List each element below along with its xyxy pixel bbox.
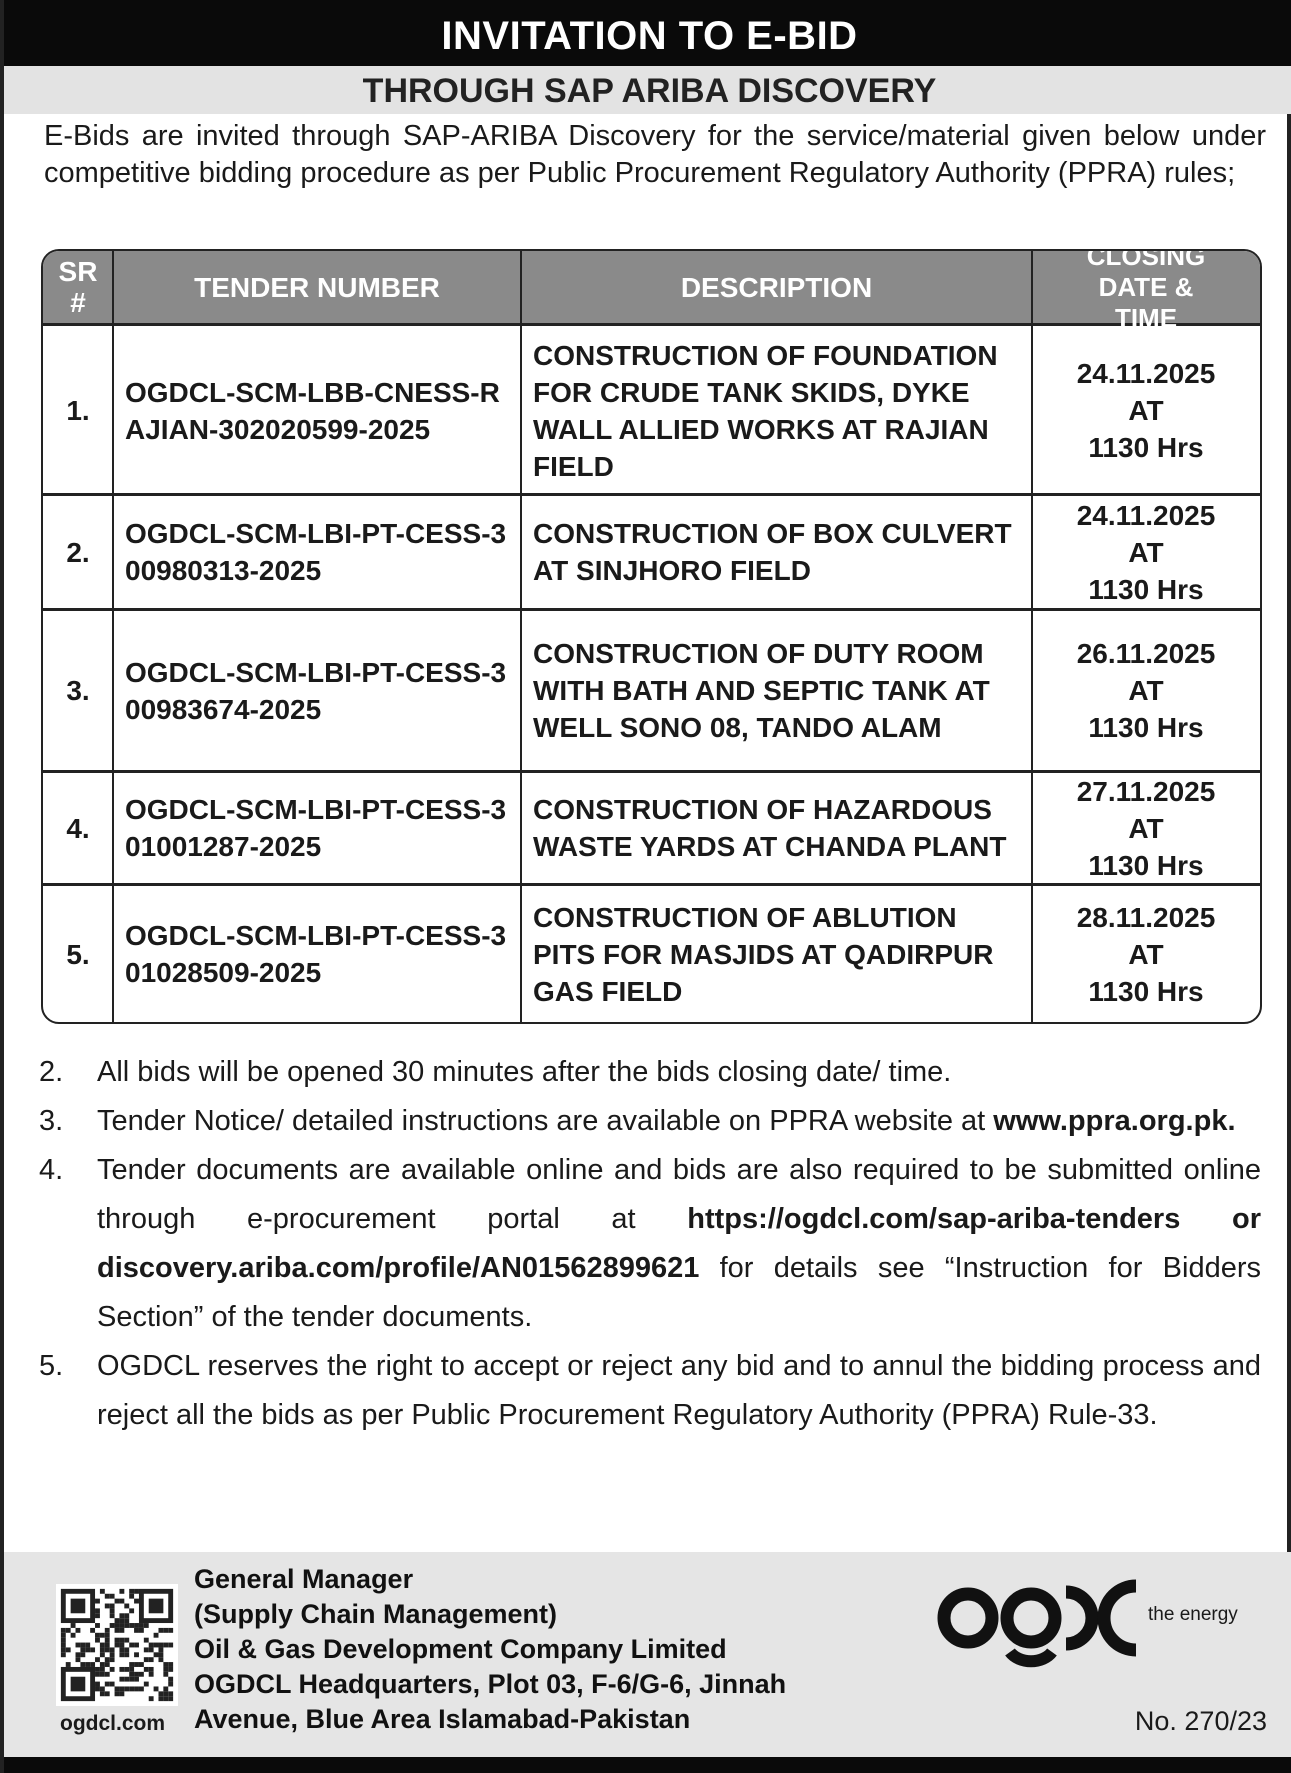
closing-date: 28.11.2025 <box>1076 901 1216 933</box>
note-link[interactable]: https://ogdcl.com/sap-ariba-tenders or d… <box>97 1203 1261 1284</box>
note-body: OGDCL reserves the right to accept or re… <box>97 1350 1261 1431</box>
column-divider <box>1031 251 1033 1022</box>
row-divider <box>43 608 1260 611</box>
note-body: Tender Notice/ detailed instructions are… <box>97 1105 994 1137</box>
row-description: CONSTRUCTION OF HAZARDOUS WASTE YARDS AT… <box>533 794 1007 862</box>
row-sr: 4. <box>66 812 90 844</box>
ogdc-logo: the energy <box>936 1574 1266 1674</box>
row-closing: 26.11.2025 AT 1130 Hrs <box>1032 611 1260 770</box>
page-subtitle: THROUGH SAP ARIBA DISCOVERY <box>4 66 1291 114</box>
note-number: 4. <box>39 1154 64 1186</box>
closing-date: 27.11.2025 <box>1076 775 1216 807</box>
row-sr: 2. <box>66 536 90 568</box>
note-link[interactable]: www.ppra.org.pk. <box>993 1105 1236 1137</box>
note-text: OGDCL reserves the right to accept or re… <box>97 1342 1261 1440</box>
row-tender-number: OGDCL-SCM-LBI-PT-CESS-301001287-2025 <box>125 794 507 862</box>
note-item: 3. Tender Notice/ detailed instructions a… <box>39 1097 1261 1146</box>
footer: ogdcl.com General Manager (Supply Chain M… <box>4 1552 1291 1757</box>
closing-date: 26.11.2025 <box>1076 638 1216 669</box>
note-body: Tender documents are available online an… <box>97 1154 1261 1235</box>
column-divider <box>520 251 522 1022</box>
row-tender-number: OGDCL-SCM-LBB-CNESS-RAJIAN-302020599-202… <box>125 376 500 445</box>
qr-code-icon <box>56 1584 178 1706</box>
table-header: SR # TENDER NUMBER DESCRIPTION CLOSING DATE… <box>43 249 1260 333</box>
note-text: All bids will be opened 30 minutes after… <box>97 1048 1261 1097</box>
row-divider <box>43 493 1260 496</box>
closing-at: AT <box>1128 536 1164 568</box>
column-header: DESCRIPTION <box>680 271 873 303</box>
note-number: 3. <box>39 1105 64 1137</box>
row-closing: 27.11.2025 AT 1130 Hrs <box>1032 773 1260 883</box>
row-description: CONSTRUCTION OF FOUNDATION FOR CRUDE TAN… <box>533 339 998 482</box>
address-line: Oil & Gas Development Company Limited <box>194 1634 727 1664</box>
row-tender-number: OGDCL-SCM-LBI-PT-CESS-300980313-2025 <box>125 518 507 586</box>
note-item: 2. All bids will be opened 30 minutes aft… <box>39 1048 1261 1097</box>
closing-at: AT <box>1128 812 1164 844</box>
closing-at: AT <box>1128 395 1164 426</box>
note-body: All bids will be opened 30 minutes after… <box>97 1056 952 1088</box>
row-tender-number: OGDCL-SCM-LBI-PT-CESS-300983674-2025 <box>125 656 507 725</box>
closing-at: AT <box>1128 675 1164 706</box>
footer-website: ogdcl.com <box>60 1712 166 1735</box>
note-number: 2. <box>39 1056 64 1088</box>
closing-at: AT <box>1128 938 1164 970</box>
address-line: (Supply Chain Management) <box>194 1599 558 1629</box>
closing-time: 1130 Hrs <box>1088 573 1204 605</box>
notes-list: 2. All bids will be opened 30 minutes aft… <box>39 1048 1261 1440</box>
column-divider <box>112 251 114 1022</box>
row-description: CONSTRUCTION OF ABLUTION PITS FOR MASJID… <box>533 901 994 1007</box>
note-item: 4. Tender documents are available online … <box>39 1146 1261 1342</box>
closing-time: 1130 Hrs <box>1088 432 1204 463</box>
note-text: Tender Notice/ detailed instructions are… <box>97 1097 1261 1146</box>
closing-time: 1130 Hrs <box>1088 712 1204 743</box>
row-divider <box>43 883 1260 886</box>
page-title: INVITATION TO E-BID <box>4 0 1291 66</box>
closing-time: 1130 Hrs <box>1088 849 1204 881</box>
logo-tagline: the energy <box>1148 1604 1238 1625</box>
address-line: Avenue, Blue Area Islamabad-Pakistan <box>194 1704 691 1734</box>
column-header: CLOSING DATE & TIME <box>1086 249 1206 333</box>
row-sr: 5. <box>66 938 90 970</box>
tender-table: SR # TENDER NUMBER DESCRIPTION CLOSING DATE… <box>41 249 1262 1024</box>
note-text: Tender documents are available online an… <box>97 1146 1261 1342</box>
row-description: CONSTRUCTION OF DUTY ROOM WITH BATH AND … <box>533 638 990 743</box>
row-sr: 3. <box>66 675 90 706</box>
column-header: SR # <box>58 256 98 318</box>
footer-address: General Manager (Supply Chain Management)… <box>194 1562 786 1737</box>
row-closing: 24.11.2025 AT 1130 Hrs <box>1032 496 1260 608</box>
address-line: General Manager <box>194 1564 414 1594</box>
note-number: 5. <box>39 1350 64 1382</box>
row-closing: 24.11.2025 AT 1130 Hrs <box>1032 328 1260 493</box>
row-sr: 1. <box>66 395 90 426</box>
row-tender-number: OGDCL-SCM-LBI-PT-CESS-301028509-2025 <box>125 920 507 988</box>
closing-time: 1130 Hrs <box>1088 975 1204 1007</box>
note-item: 5. OGDCL reserves the right to accept or … <box>39 1342 1261 1440</box>
bottom-border <box>4 1757 1291 1773</box>
intro-paragraph: E-Bids are invited through SAP-ARIBA Dis… <box>44 120 1266 189</box>
reference-number: No. 270/23 <box>1134 1706 1267 1736</box>
row-description: CONSTRUCTION OF BOX CULVERT AT SINJHORO … <box>533 518 1012 586</box>
row-divider <box>43 770 1260 773</box>
column-header: TENDER NUMBER <box>194 271 440 303</box>
note-after: for details see “Instruction for Bidders… <box>97 1252 1261 1333</box>
row-closing: 28.11.2025 AT 1130 Hrs <box>1032 886 1260 1022</box>
ogdc-logo-mark <box>937 1579 1137 1668</box>
closing-date: 24.11.2025 <box>1076 499 1216 531</box>
closing-date: 24.11.2025 <box>1076 358 1216 389</box>
address-line: OGDCL Headquarters, Plot 03, F-6/G-6, Ji… <box>194 1669 787 1699</box>
